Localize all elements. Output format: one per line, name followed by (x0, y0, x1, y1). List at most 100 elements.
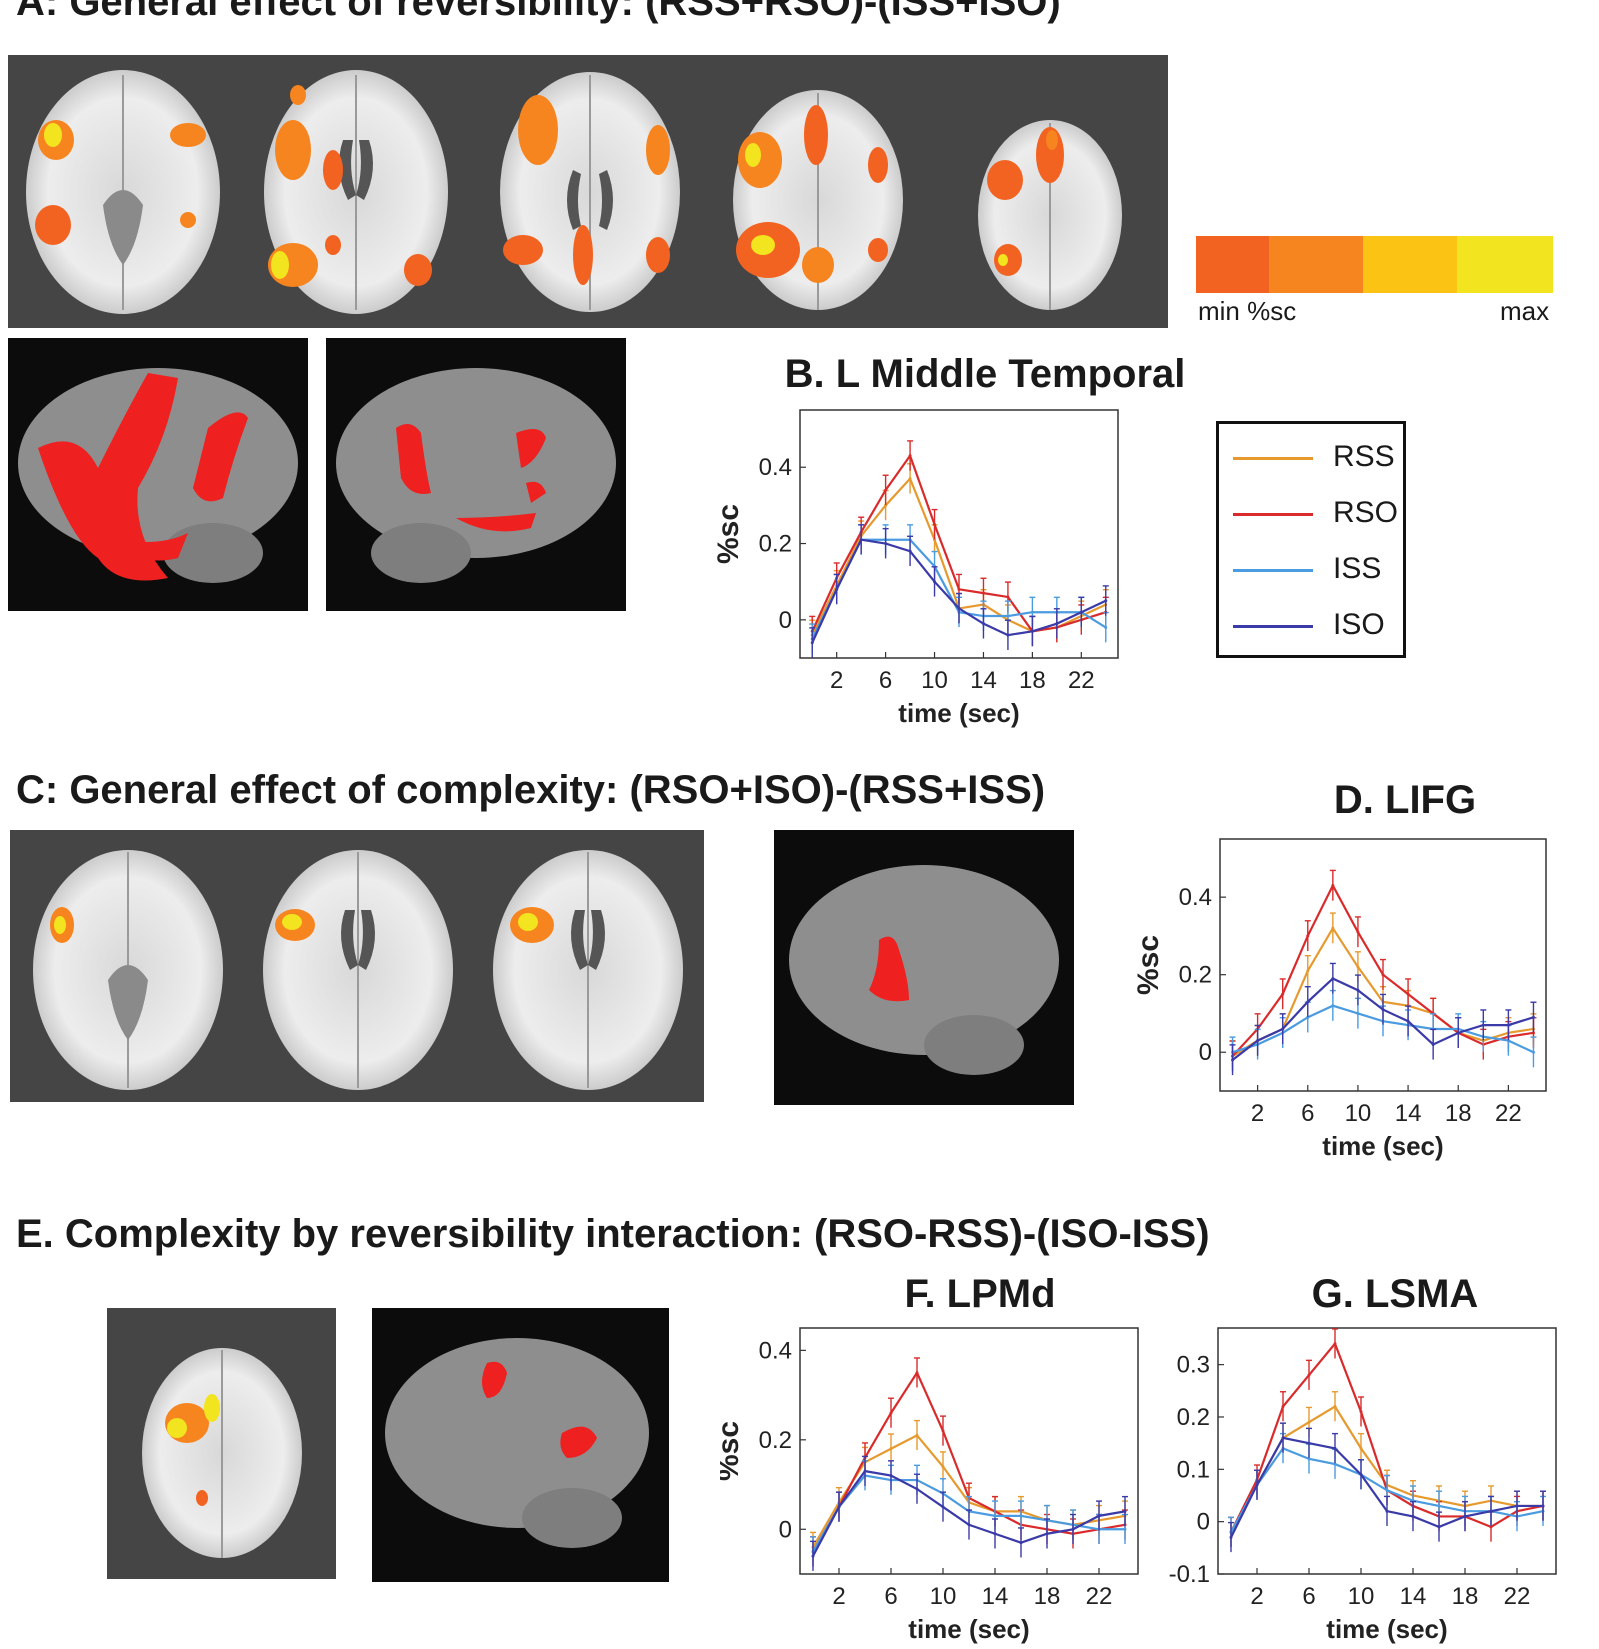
point-iso (1256, 1039, 1260, 1043)
surface-render-c (774, 830, 1074, 1105)
y-axis-label: %sc (1132, 935, 1165, 995)
point-iso (1463, 1514, 1467, 1518)
x-tick-label: 22 (1504, 1583, 1531, 1610)
y-tick-label: 0.2 (759, 1427, 792, 1454)
x-tick-label: 2 (1251, 1100, 1264, 1127)
point-rso (1381, 973, 1385, 977)
point-iso (1231, 1058, 1235, 1062)
point-iso (933, 580, 937, 584)
point-iss (1356, 1011, 1360, 1015)
point-iso (981, 622, 985, 626)
legend-label-rss: RSS (1333, 440, 1395, 473)
y-tick-label: 0.2 (759, 531, 792, 558)
point-rso (1356, 930, 1360, 934)
point-iss (993, 1514, 997, 1518)
x-tick-label: 6 (884, 1583, 897, 1610)
heading-e: E. Complexity by reversibility interacti… (16, 1212, 1210, 1256)
y-tick-label: 0 (1199, 1039, 1212, 1066)
axial-brain-slice-e (142, 1348, 302, 1558)
point-iss (1019, 1514, 1023, 1518)
point-rss (1306, 969, 1310, 973)
x-tick-label: 22 (1495, 1100, 1522, 1127)
brain-surface-right (336, 368, 616, 583)
brain-surface-e (385, 1338, 649, 1548)
point-iso (1489, 1509, 1493, 1513)
chart-title-f: F. LPMd (904, 1272, 1056, 1316)
legend-line-iss (1233, 569, 1313, 572)
colorbar-swatch-2 (1269, 236, 1363, 293)
point-iss (1306, 1015, 1310, 1019)
x-tick-label: 10 (921, 667, 948, 694)
point-rss (884, 503, 888, 507)
heading-a: A: General effect of reversibility: (RSS… (16, 0, 1061, 24)
point-rso (1406, 992, 1410, 996)
point-iso (1281, 1436, 1285, 1440)
legend-label-iso: ISO (1333, 608, 1385, 641)
chart-title-d: D. LIFG (1333, 778, 1477, 822)
point-iso (859, 538, 863, 542)
point-iss (1030, 610, 1034, 614)
point-iso (941, 1505, 945, 1509)
point-rss (1307, 1420, 1311, 1424)
point-rso (1307, 1373, 1311, 1377)
point-iso (1306, 1000, 1310, 1004)
point-iso (1406, 1019, 1410, 1023)
point-iso (1123, 1509, 1127, 1513)
point-iso (835, 587, 839, 591)
x-tick-label: 14 (982, 1583, 1009, 1610)
point-rso (933, 522, 937, 526)
chart-title-b: B. L Middle Temporal (784, 352, 1186, 396)
x-axis-label: time (sec) (1326, 1614, 1447, 1644)
y-tick-label: 0.2 (1179, 962, 1212, 989)
point-iso (1481, 1023, 1485, 1027)
point-iso (1079, 610, 1083, 614)
point-iso (1331, 977, 1335, 981)
point-iso (1045, 1532, 1049, 1536)
point-iso (993, 1532, 997, 1536)
point-iso (1333, 1446, 1337, 1450)
y-tick-label: 0.3 (1177, 1352, 1210, 1379)
point-iso (957, 606, 961, 610)
point-iso (1071, 1527, 1075, 1531)
brain-surface-left (18, 368, 298, 583)
y-tick-label: 0.4 (1179, 884, 1212, 911)
heading-c: C: General effect of complexity: (RSO+IS… (16, 768, 1046, 812)
point-iss (1333, 1462, 1337, 1466)
y-tick-label: 0 (779, 1516, 792, 1543)
axial-slice-panel-e (107, 1308, 336, 1579)
point-rso (1531, 1031, 1535, 1035)
point-iso (1541, 1504, 1545, 1508)
x-tick-label: 2 (1250, 1583, 1263, 1610)
point-rso (915, 1371, 919, 1375)
point-iss (1385, 1488, 1389, 1492)
x-tick-label: 6 (879, 667, 892, 694)
x-tick-label: 22 (1086, 1583, 1113, 1610)
point-rso (941, 1429, 945, 1433)
point-iss (1307, 1457, 1311, 1461)
point-rso (1331, 884, 1335, 888)
colorbar (1196, 236, 1553, 293)
point-iso (1506, 1023, 1510, 1027)
point-iso (1055, 622, 1059, 626)
point-rss (915, 1433, 919, 1437)
point-iso (1531, 1015, 1535, 1019)
x-tick-label: 10 (1345, 1100, 1372, 1127)
point-iss (1531, 1050, 1535, 1054)
chart-title-g: G. LSMA (1311, 1272, 1479, 1316)
point-iss (1006, 614, 1010, 618)
x-tick-label: 18 (1452, 1583, 1479, 1610)
point-iso (1359, 1473, 1363, 1477)
point-iso (1385, 1509, 1389, 1513)
chart-g-lsma: 2 6 10 14 18 22 -0.1 0 0.1 0.2 0.3 time (sec) (1169, 1327, 1557, 1644)
x-tick-label: 6 (1302, 1583, 1315, 1610)
point-iso (884, 542, 888, 546)
y-tick-label: 0.4 (759, 1337, 792, 1364)
surface-render-left-a (8, 338, 308, 611)
y-tick-label: -0.1 (1169, 1561, 1210, 1588)
y-tick-label: 0.2 (1177, 1404, 1210, 1431)
point-rss (908, 477, 912, 481)
legend-label-iss: ISS (1333, 552, 1382, 585)
point-iso (1097, 1514, 1101, 1518)
point-iso (1437, 1525, 1441, 1529)
point-rso (957, 587, 961, 591)
